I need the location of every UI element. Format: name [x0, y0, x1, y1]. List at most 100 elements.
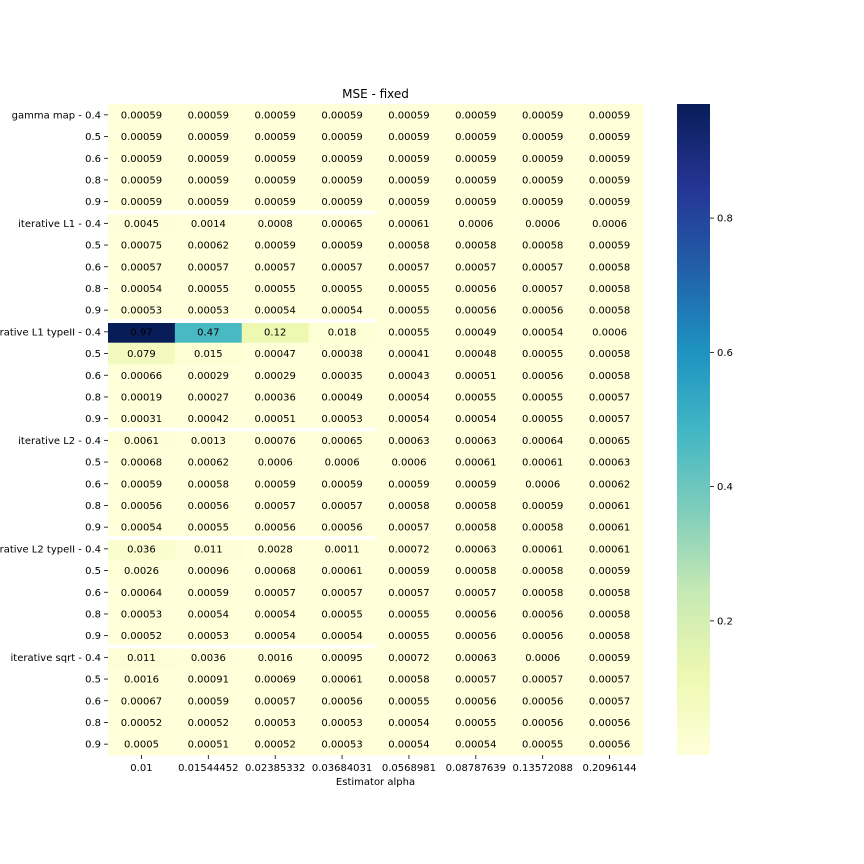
- heatmap-cell: [509, 472, 577, 496]
- cell-value-label: 0.00054: [255, 631, 296, 642]
- cell-value-label: 0.00056: [188, 501, 229, 512]
- cell-value-label: 0.00059: [388, 479, 429, 490]
- cell-value-label: 0.00058: [589, 609, 630, 620]
- heatmap-cell: [576, 646, 644, 669]
- heatmap-cell: [308, 559, 376, 582]
- heatmap-cell: [375, 689, 443, 713]
- heatmap-cell: [576, 559, 644, 582]
- cell-value-label: 0.00063: [589, 458, 630, 469]
- cell-value-label: 0.00055: [388, 306, 429, 317]
- heatmap-cell: [442, 299, 510, 322]
- cell-value-label: 0.00059: [321, 197, 362, 208]
- heatmap-cell: [509, 169, 577, 192]
- heatmap-cell: [241, 147, 310, 170]
- heatmap-cell: [375, 212, 443, 235]
- heatmap-cell: [308, 494, 376, 517]
- y-tick-label: 0.8: [85, 392, 101, 403]
- cell-value-label: 0.00069: [255, 675, 296, 686]
- cell-value-label: 0.0006: [525, 653, 560, 664]
- heatmap-cell: [241, 429, 310, 452]
- heatmap-cell: [375, 538, 443, 561]
- cell-value-label: 0.00059: [255, 241, 296, 252]
- cell-value-label: 0.00057: [255, 696, 296, 707]
- cell-value-label: 0.00055: [388, 631, 429, 642]
- cell-value-label: 0.00056: [455, 284, 496, 295]
- cell-value-label: 0.00055: [388, 284, 429, 295]
- cell-value-label: 0.00057: [321, 501, 362, 512]
- heatmap-cell: [576, 603, 644, 626]
- heatmap-cell: [375, 386, 443, 409]
- cell-value-label: 0.0008: [258, 219, 293, 230]
- cell-value-label: 0.00051: [455, 371, 496, 382]
- cell-value-label: 0.00072: [388, 544, 429, 555]
- heatmap-cell: [375, 190, 443, 213]
- y-tick-label: 0.5: [85, 241, 101, 252]
- cell-value-label: 0.00055: [522, 349, 563, 360]
- heatmap-cell: [241, 624, 310, 647]
- heatmap-cell: [174, 516, 243, 539]
- heatmap-cell: [576, 212, 644, 235]
- heatmap-cell: [174, 212, 243, 235]
- cell-value-label: 0.0006: [325, 458, 360, 469]
- cell-value-label: 0.00055: [255, 284, 296, 295]
- heatmap-cell: [375, 299, 443, 322]
- heatmap-cell: [442, 342, 510, 365]
- heatmap-cell: [108, 646, 176, 669]
- cell-value-label: 0.00054: [121, 284, 162, 295]
- heatmap-cell: [308, 451, 376, 474]
- x-tick-label: 0.13572088: [512, 763, 572, 774]
- heatmap-cell: [174, 538, 243, 561]
- cell-value-label: 0.00059: [121, 154, 162, 165]
- cell-value-label: 0.0006: [458, 219, 493, 230]
- heatmap-cell: [308, 386, 376, 409]
- cell-value-label: 0.0061: [124, 436, 159, 447]
- cell-value-label: 0.00055: [188, 284, 229, 295]
- cell-value-label: 0.00053: [321, 414, 362, 425]
- cell-value-label: 0.00059: [255, 110, 296, 121]
- cell-value-label: 0.00059: [121, 110, 162, 121]
- y-tick-label: 0.9: [85, 306, 101, 317]
- y-tick-label: 0.8: [85, 284, 101, 295]
- y-tick-label: 0.9: [85, 740, 101, 751]
- heatmap-cell: [108, 538, 176, 561]
- heatmap-cell: [375, 581, 443, 604]
- colorbar-tick-label: 0.6: [717, 348, 733, 359]
- y-tick-label: 0.9: [85, 414, 101, 425]
- heatmap-cell: [241, 689, 310, 713]
- heatmap-cell: [509, 212, 577, 235]
- heatmap-cell: [174, 624, 243, 647]
- cell-value-label: 0.00057: [522, 675, 563, 686]
- heatmap-cell: [308, 429, 376, 452]
- heatmap-cell: [576, 147, 644, 170]
- cell-value-label: 0.00058: [455, 566, 496, 577]
- cell-value-label: 0.00057: [255, 262, 296, 273]
- heatmap-cell: [174, 299, 243, 322]
- heatmap-cell: [509, 494, 577, 517]
- cell-value-label: 0.00054: [522, 327, 563, 338]
- cell-value-label: 0.00056: [522, 718, 563, 729]
- cell-value-label: 0.00059: [522, 154, 563, 165]
- heatmap-cell: [174, 234, 243, 257]
- heatmap-cell: [241, 581, 310, 604]
- cell-value-label: 0.011: [127, 653, 156, 664]
- cell-value-label: 0.00054: [121, 523, 162, 534]
- heatmap-cell: [509, 689, 577, 713]
- heatmap-cell: [241, 169, 310, 192]
- cell-value-label: 0.00057: [522, 262, 563, 273]
- heatmap-cell: [308, 516, 376, 539]
- heatmap-cell: [375, 277, 443, 300]
- cell-value-label: 0.00055: [522, 414, 563, 425]
- cell-value-label: 0.00057: [589, 696, 630, 707]
- y-tick-label: 0.8: [85, 175, 101, 186]
- heatmap-cell: [108, 689, 176, 713]
- cell-value-label: 0.00061: [589, 544, 630, 555]
- cell-value-label: 0.00056: [522, 306, 563, 317]
- heatmap-cell: [509, 125, 577, 148]
- cell-value-label: 0.00059: [522, 501, 563, 512]
- heatmap-cell: [375, 342, 443, 365]
- heatmap-cells: [108, 104, 644, 756]
- cell-value-label: 0.00059: [255, 175, 296, 186]
- heatmap-cell: [509, 646, 577, 669]
- heatmap-cell: [174, 104, 243, 127]
- cell-value-label: 0.00052: [121, 631, 162, 642]
